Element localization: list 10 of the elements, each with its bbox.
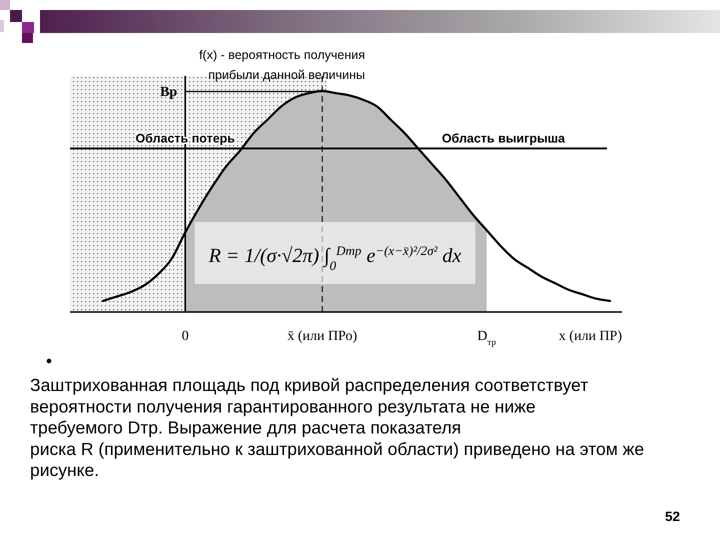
x-axis-title: x (или ПР): [558, 329, 622, 344]
annotation: R = 1/(σ·√2π) ∫$_{0}$$^{Dтр}$ e$^{−(x−x̄)²/2σ²}$ dx: [208, 242, 462, 272]
y-axis-title: f(x) - вероятность получения прибыли данной величины: [199, 48, 365, 82]
text: 52: [664, 509, 680, 524]
annotation: Вр: [160, 85, 178, 100]
x-tick-label: 0: [182, 329, 189, 344]
text: Заштрихованная площадь под кривой распределения соответствует вероятности получения гарантированного результата не ниже требуемого Dтр. Выражение для расчета показателя риска R (применительно к заштрихованной области) приведено на этом же рисунке.: [30, 375, 644, 480]
x-tick-label: D$_{тр}$: [477, 329, 497, 347]
ref-line-label: Область выигрыша: [442, 131, 566, 146]
x-tick-label: x̄ (или ПРо): [287, 329, 358, 344]
